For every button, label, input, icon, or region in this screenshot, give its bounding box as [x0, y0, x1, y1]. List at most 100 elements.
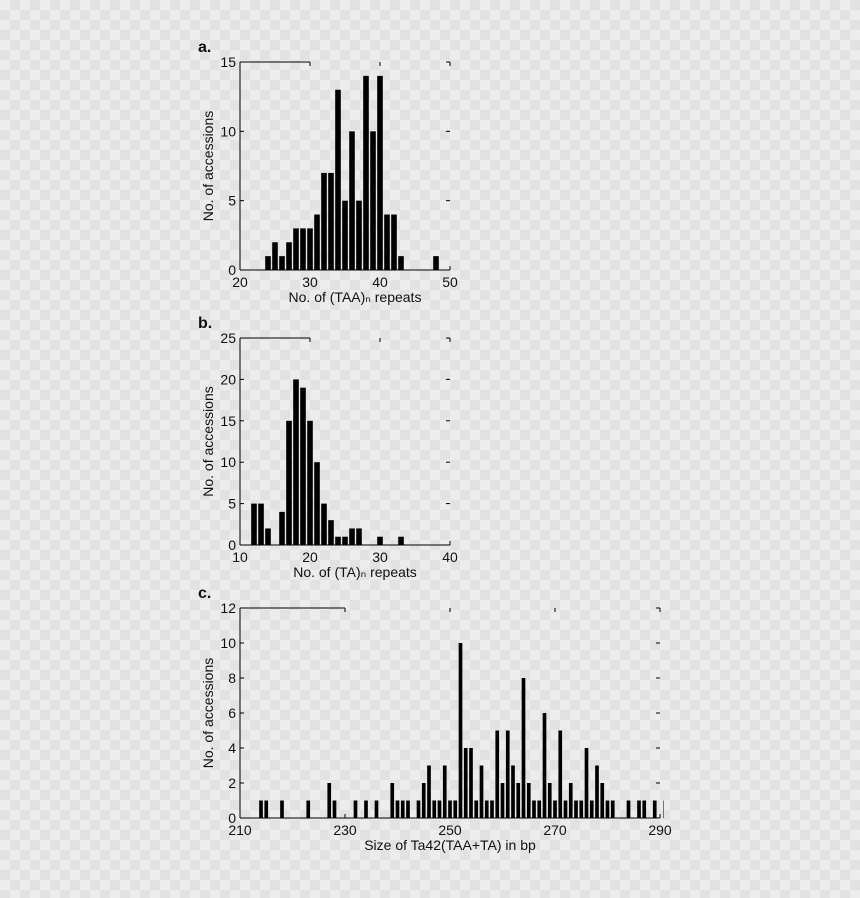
bar: [300, 228, 306, 270]
bar: [511, 765, 515, 818]
bar: [356, 200, 362, 270]
y-axis-label: No. of accessions: [200, 658, 216, 769]
bar: [251, 503, 257, 545]
y-tick-label: 0: [228, 537, 236, 553]
x-tick-label: 20: [302, 549, 318, 565]
bar: [377, 75, 383, 271]
bar: [437, 800, 442, 818]
bar: [469, 748, 473, 818]
bar: [416, 800, 421, 818]
bar: [377, 536, 383, 545]
x-tick-label: 40: [442, 549, 458, 565]
bar: [579, 800, 584, 818]
bar: [398, 256, 404, 270]
bar: [642, 800, 647, 818]
bar: [442, 765, 447, 818]
bar: [406, 800, 410, 818]
bar: [307, 228, 313, 270]
bar: [328, 172, 334, 270]
y-tick-label: 5: [228, 193, 236, 209]
y-tick-label: 12: [220, 600, 236, 616]
bar: [427, 765, 431, 818]
bar: [448, 800, 452, 818]
bar: [574, 800, 578, 818]
bar: [400, 800, 405, 818]
bar: [353, 800, 358, 818]
bar: [500, 783, 505, 818]
bar: [395, 800, 400, 818]
bar: [328, 520, 334, 545]
y-tick-label: 25: [220, 330, 236, 346]
bar: [265, 256, 271, 270]
bar: [363, 75, 369, 271]
bar: [279, 256, 285, 270]
y-tick-label: 15: [220, 54, 236, 70]
bar: [398, 536, 404, 545]
bar: [558, 730, 563, 818]
bar: [600, 783, 605, 818]
bar: [432, 800, 437, 818]
bar: [390, 783, 395, 818]
bar: [563, 800, 568, 818]
bar: [279, 511, 285, 545]
bar: [264, 800, 269, 818]
bar: [484, 800, 489, 818]
bar: [391, 214, 397, 270]
bar: [265, 528, 271, 545]
bar: [280, 800, 284, 818]
bar: [474, 800, 479, 818]
bar: [421, 783, 426, 818]
x-tick-label: 250: [438, 822, 462, 838]
bar: [293, 228, 299, 270]
bar: [610, 800, 615, 818]
bar: [458, 643, 463, 818]
bar: [568, 783, 573, 818]
bar: [547, 783, 552, 818]
bar: [479, 765, 484, 818]
x-tick-label: 270: [543, 822, 567, 838]
bar: [286, 242, 292, 270]
bar: [532, 800, 536, 818]
bar: [589, 800, 594, 818]
x-tick-label: 40: [372, 274, 388, 290]
y-tick-label: 4: [228, 740, 236, 756]
bar: [286, 420, 292, 545]
bar: [314, 462, 320, 545]
y-tick-label: 20: [220, 371, 236, 387]
y-axis-label: No. of accessions: [200, 111, 216, 222]
bar: [505, 730, 510, 818]
bar: [335, 89, 341, 270]
x-tick-label: 10: [232, 549, 248, 565]
y-tick-label: 0: [228, 262, 236, 278]
bar: [637, 800, 641, 818]
bar: [626, 800, 631, 818]
bar: [370, 131, 376, 270]
bar: [663, 800, 664, 818]
bar: [553, 800, 557, 818]
y-tick-label: 15: [220, 413, 236, 429]
bar: [463, 748, 468, 818]
bar: [516, 783, 521, 818]
bar: [374, 800, 379, 818]
bar: [258, 503, 264, 545]
x-tick-label: 230: [333, 822, 357, 838]
y-tick-label: 2: [228, 775, 236, 791]
panel-label: c.: [198, 585, 211, 602]
bar: [349, 528, 355, 545]
bar: [321, 172, 327, 270]
x-axis-label: Size of Ta42(TAA+TA) in bp: [364, 837, 536, 853]
bar: [300, 387, 306, 545]
x-tick-label: 50: [442, 274, 458, 290]
bar: [356, 528, 362, 545]
x-axis-label: No. of (TAA)ₙ repeats: [289, 289, 422, 305]
x-tick-label: 210: [228, 822, 252, 838]
bar: [259, 800, 263, 818]
bar: [526, 783, 531, 818]
bar: [342, 536, 348, 545]
panel-label: a.: [198, 39, 211, 56]
bar: [584, 748, 589, 818]
y-tick-label: 0: [228, 810, 236, 826]
bar: [332, 800, 337, 818]
panel-label: b.: [198, 315, 212, 332]
